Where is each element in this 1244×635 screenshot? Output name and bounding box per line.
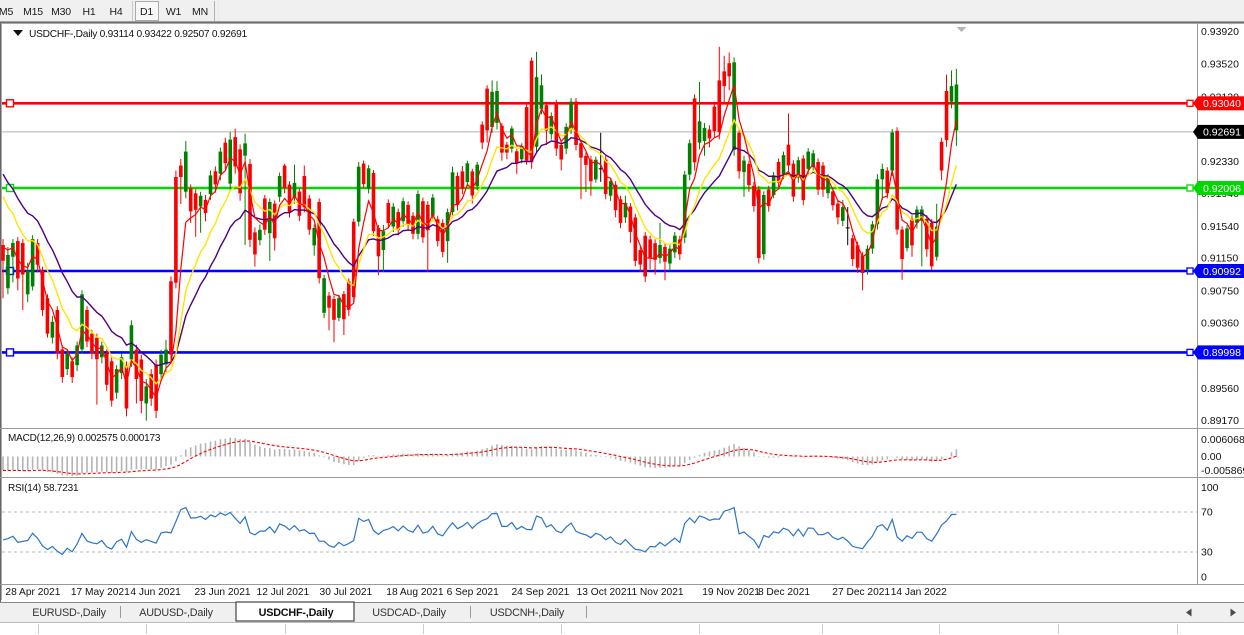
svg-text:19 Nov 2021: 19 Nov 2021 <box>702 587 760 598</box>
svg-text:0.90360: 0.90360 <box>1201 317 1239 329</box>
svg-text:0.92006: 0.92006 <box>1203 183 1241 195</box>
svg-text:M30: M30 <box>51 6 71 18</box>
svg-text:MACD(12,26,9) 0.002575 0.00017: MACD(12,26,9) 0.002575 0.000173 <box>8 433 161 444</box>
svg-text:28 Apr 2021: 28 Apr 2021 <box>5 587 60 598</box>
svg-text:0.89998: 0.89998 <box>1203 347 1241 359</box>
svg-text:W1: W1 <box>166 6 182 18</box>
svg-text:0.91540: 0.91540 <box>1201 221 1239 233</box>
svg-text:8 Dec 2021: 8 Dec 2021 <box>758 587 810 598</box>
svg-text:0.92691: 0.92691 <box>1203 127 1241 139</box>
svg-text:0.93520: 0.93520 <box>1201 59 1239 71</box>
svg-text:USDCHF-,Daily: USDCHF-,Daily <box>259 607 334 619</box>
svg-text:4 Jun 2021: 4 Jun 2021 <box>130 587 181 598</box>
svg-text:0.89560: 0.89560 <box>1201 383 1239 395</box>
svg-text:30 Jul 2021: 30 Jul 2021 <box>320 587 373 598</box>
svg-text:0.0060686: 0.0060686 <box>1201 434 1244 446</box>
svg-text:0.93920: 0.93920 <box>1201 26 1239 38</box>
svg-text:-0.0058692: -0.0058692 <box>1201 465 1244 477</box>
svg-text:6 Sep 2021: 6 Sep 2021 <box>447 587 499 598</box>
svg-text:13 Oct 2021: 13 Oct 2021 <box>577 587 633 598</box>
svg-text:USDCHF-,Daily 0.93114 0.93422: USDCHF-,Daily 0.93114 0.93422 0.92507 0.… <box>29 29 248 40</box>
svg-text:30: 30 <box>1201 547 1213 559</box>
svg-text:1 Nov 2021: 1 Nov 2021 <box>631 587 683 598</box>
svg-text:0.00: 0.00 <box>1201 451 1222 463</box>
svg-text:0.92330: 0.92330 <box>1201 156 1239 168</box>
svg-text:MN: MN <box>192 6 208 18</box>
svg-text:USDCNH-,Daily: USDCNH-,Daily <box>490 607 565 619</box>
svg-text:100: 100 <box>1201 482 1219 494</box>
svg-text:24 Sep 2021: 24 Sep 2021 <box>512 587 570 598</box>
svg-text:0.91150: 0.91150 <box>1201 253 1238 265</box>
svg-text:0: 0 <box>1201 572 1207 584</box>
svg-text:M15: M15 <box>23 6 43 18</box>
svg-text:17 May 2021: 17 May 2021 <box>71 587 130 598</box>
svg-text:0.89170: 0.89170 <box>1201 415 1239 427</box>
svg-text:M5: M5 <box>0 6 13 18</box>
svg-text:RSI(14) 58.7231: RSI(14) 58.7231 <box>8 483 79 494</box>
svg-text:70: 70 <box>1201 507 1213 519</box>
svg-text:H4: H4 <box>109 6 122 18</box>
svg-text:0.93040: 0.93040 <box>1203 98 1241 110</box>
svg-text:12 Jul 2021: 12 Jul 2021 <box>257 587 310 598</box>
svg-text:27 Dec 2021: 27 Dec 2021 <box>832 587 890 598</box>
svg-text:AUDUSD-,Daily: AUDUSD-,Daily <box>139 607 213 619</box>
svg-text:D1: D1 <box>140 6 153 18</box>
svg-text:USDCAD-,Daily: USDCAD-,Daily <box>372 607 446 619</box>
svg-text:EURUSD-,Daily: EURUSD-,Daily <box>32 607 106 619</box>
svg-text:0.90750: 0.90750 <box>1201 286 1239 298</box>
svg-text:14 Jan 2022: 14 Jan 2022 <box>891 587 947 598</box>
svg-text:23 Jun 2021: 23 Jun 2021 <box>194 587 250 598</box>
svg-text:18 Aug 2021: 18 Aug 2021 <box>386 587 444 598</box>
svg-text:0.90992: 0.90992 <box>1203 266 1241 278</box>
svg-text:H1: H1 <box>82 6 95 18</box>
